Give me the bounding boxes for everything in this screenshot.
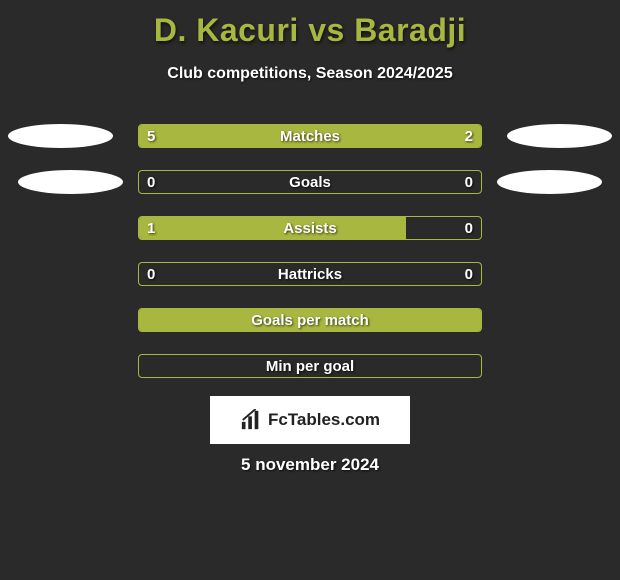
date-text: 5 november 2024 xyxy=(0,455,620,475)
comparison-bars: 52Matches 00Goals 10Assists 00Hattricks Goal… xyxy=(0,118,620,394)
stat-row: 00Goals xyxy=(0,164,620,210)
stat-bar: Min per goal xyxy=(138,354,482,378)
stat-bar: 00Goals xyxy=(138,170,482,194)
stat-row: Min per goal xyxy=(0,348,620,394)
fctables-badge: FcTables.com xyxy=(210,396,410,444)
page-subtitle: Club competitions, Season 2024/2025 xyxy=(0,65,620,83)
stat-row: Goals per match xyxy=(0,302,620,348)
stat-bar: 00Hattricks xyxy=(138,262,482,286)
page-title: D. Kacuri vs Baradji xyxy=(0,0,620,49)
player-right-ellipse xyxy=(507,124,612,148)
stat-label: Goals per match xyxy=(139,309,481,331)
stat-label: Matches xyxy=(139,125,481,147)
player-right-ellipse xyxy=(497,170,602,194)
stat-label: Goals xyxy=(139,171,481,193)
stat-label: Min per goal xyxy=(139,355,481,377)
chart-icon xyxy=(240,409,262,431)
stat-bar: 52Matches xyxy=(138,124,482,148)
stat-label: Assists xyxy=(139,217,481,239)
player-left-ellipse xyxy=(18,170,123,194)
stat-bar: 10Assists xyxy=(138,216,482,240)
stat-row: 52Matches xyxy=(0,118,620,164)
stat-label: Hattricks xyxy=(139,263,481,285)
fctables-text: FcTables.com xyxy=(268,410,380,430)
stat-row: 00Hattricks xyxy=(0,256,620,302)
stat-bar: Goals per match xyxy=(138,308,482,332)
player-left-ellipse xyxy=(8,124,113,148)
stat-row: 10Assists xyxy=(0,210,620,256)
